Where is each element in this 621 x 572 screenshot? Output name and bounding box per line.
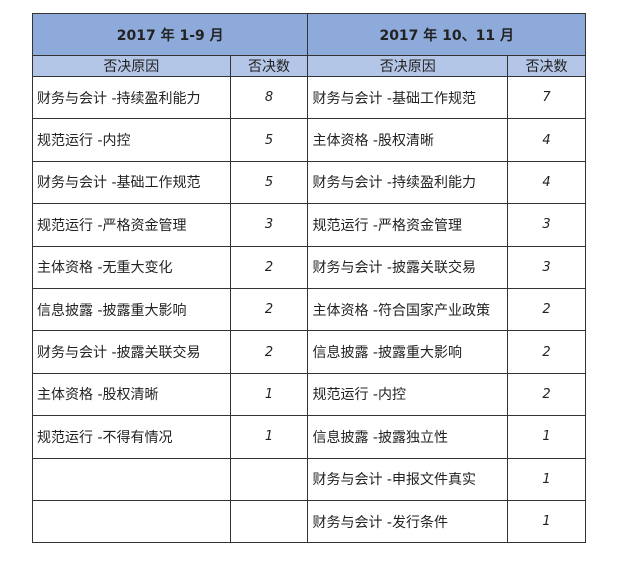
count-cell: 2 [229, 287, 309, 332]
reason-cell: 规范运行 -内控 [307, 372, 509, 417]
table-row: 财务与会计 -申报文件真实 1 [32, 457, 586, 501]
count-cell: 4 [507, 118, 586, 162]
reason-cell: 财务与会计 -披露关联交易 [32, 330, 231, 374]
table-row: 财务与会计 -基础工作规范 5 财务与会计 -持续盈利能力 4 [32, 160, 586, 205]
table-row: 财务与会计 -持续盈利能力 8 财务与会计 -基础工作规范 7 [32, 75, 586, 120]
count-cell: 1 [229, 372, 309, 417]
reason-cell: 财务与会计 -发行条件 [307, 499, 509, 544]
reason-cell: 规范运行 -内控 [32, 118, 231, 162]
count-cell [229, 457, 309, 501]
count-header: 否决数 [507, 55, 586, 77]
table-row: 规范运行 -不得有情况 1 信息披露 -披露独立性 1 [32, 415, 586, 459]
reason-header: 否决原因 [32, 55, 231, 77]
reason-cell: 规范运行 -不得有情况 [32, 415, 231, 459]
count-cell: 3 [507, 203, 586, 247]
reason-cell: 主体资格 -股权清晰 [32, 372, 231, 417]
table-row: 主体资格 -股权清晰 1 规范运行 -内控 2 [32, 372, 586, 417]
reason-cell: 信息披露 -披露重大影响 [32, 287, 231, 332]
count-cell: 1 [229, 415, 309, 459]
count-cell: 8 [229, 75, 309, 120]
reason-cell [32, 457, 231, 501]
count-cell: 2 [507, 330, 586, 374]
period-header-1: 2017 年 1-9 月 [31, 13, 309, 56]
table-row: 规范运行 -严格资金管理 3 规范运行 -严格资金管理 3 [32, 203, 586, 247]
reason-cell: 财务与会计 -持续盈利能力 [32, 75, 231, 120]
count-cell: 5 [229, 160, 309, 205]
reason-cell: 主体资格 -符合国家产业政策 [307, 287, 509, 332]
table-row: 主体资格 -无重大变化 2 财务与会计 -披露关联交易 3 [32, 245, 586, 289]
count-cell: 2 [507, 372, 586, 417]
count-cell: 7 [507, 75, 586, 120]
count-cell: 1 [507, 457, 586, 501]
reason-cell: 主体资格 -股权清晰 [307, 118, 509, 162]
count-cell: 2 [507, 287, 586, 332]
reason-cell [32, 499, 231, 544]
table-row: 信息披露 -披露重大影响 2 主体资格 -符合国家产业政策 2 [32, 287, 586, 332]
count-cell: 1 [507, 499, 586, 544]
table-row: 财务与会计 -发行条件 1 [32, 499, 586, 544]
reason-cell: 财务与会计 -申报文件真实 [307, 457, 509, 501]
count-cell: 5 [229, 118, 309, 162]
reason-cell: 信息披露 -披露独立性 [307, 415, 509, 459]
reason-cell: 财务与会计 -持续盈利能力 [307, 160, 509, 205]
table-row: 规范运行 -内控 5 主体资格 -股权清晰 4 [32, 118, 586, 162]
period-header-2: 2017 年 10、11 月 [307, 13, 586, 56]
reason-cell: 财务与会计 -基础工作规范 [32, 160, 231, 205]
reason-cell: 规范运行 -严格资金管理 [307, 203, 509, 247]
reason-cell: 规范运行 -严格资金管理 [32, 203, 231, 247]
count-cell: 3 [229, 203, 309, 247]
reason-cell: 信息披露 -披露重大影响 [307, 330, 509, 374]
count-header: 否决数 [229, 55, 309, 77]
reason-cell: 财务与会计 -披露关联交易 [307, 245, 509, 289]
count-cell: 1 [507, 415, 586, 459]
count-cell: 3 [507, 245, 586, 289]
count-cell [229, 499, 309, 544]
count-cell: 2 [229, 245, 309, 289]
count-cell: 2 [229, 330, 309, 374]
reason-header: 否决原因 [307, 55, 509, 77]
count-cell: 4 [507, 160, 586, 205]
rejection-table: 2017 年 1-9 月 2017 年 10、11 月 否决原因 否决数 否决原… [31, 13, 586, 544]
reason-cell: 财务与会计 -基础工作规范 [307, 75, 509, 120]
reason-cell: 主体资格 -无重大变化 [32, 245, 231, 289]
table-row: 财务与会计 -披露关联交易 2 信息披露 -披露重大影响 2 [32, 330, 586, 374]
